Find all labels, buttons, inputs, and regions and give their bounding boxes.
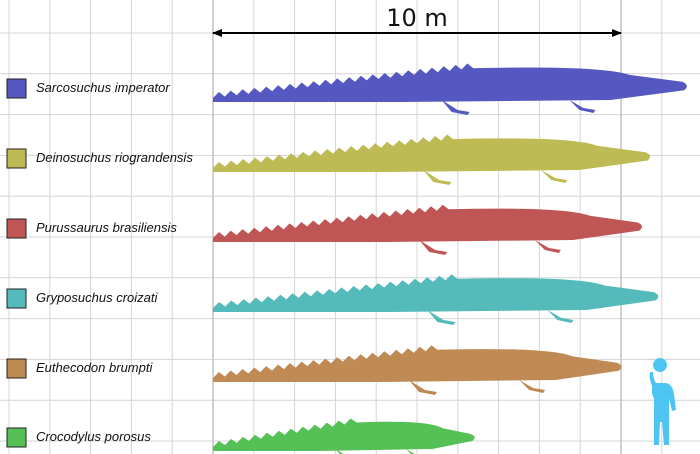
silhouettes [213, 63, 687, 454]
croc-leg [441, 100, 470, 115]
legend-swatch [6, 78, 27, 99]
legend-label: Purussaurus brasiliensis [36, 220, 177, 235]
croc-silhouette [213, 274, 659, 312]
croc-silhouette [213, 204, 642, 242]
legend-swatch [6, 218, 27, 239]
legend-swatch [6, 358, 27, 379]
croc-leg [519, 380, 546, 393]
croc-leg [409, 380, 437, 395]
legend-label: Sarcosuchus imperator [36, 80, 170, 95]
legend-label: Euthecodon brumpti [36, 360, 153, 375]
croc-leg [335, 449, 344, 454]
legend-swatch [6, 427, 27, 448]
scale-bar-label: 10 m [386, 4, 448, 32]
human-figure-icon [649, 358, 676, 445]
croc-silhouette [213, 63, 687, 102]
legend-label: Crocodylus porosus [36, 429, 151, 444]
legend-swatch [6, 148, 27, 169]
croc-leg [569, 100, 596, 113]
croc-leg [541, 170, 568, 183]
croc-leg [423, 170, 452, 185]
croc-leg [406, 449, 415, 454]
legend: Sarcosuchus imperator Deinosuchus riogran… [6, 78, 193, 448]
croc-silhouette [213, 418, 475, 451]
legend-swatch [6, 288, 27, 309]
scale-bar: 10 m [212, 4, 622, 37]
croc-leg [547, 310, 574, 323]
croc-leg [534, 240, 561, 253]
legend-label: Deinosuchus riograndensis [36, 150, 193, 165]
legend-label: Gryposuchus croizati [36, 290, 158, 305]
human-silhouette [649, 358, 676, 445]
croc-silhouette [213, 345, 622, 382]
croc-leg [419, 240, 448, 255]
croc-silhouette [213, 134, 651, 172]
croc-leg [427, 310, 456, 325]
